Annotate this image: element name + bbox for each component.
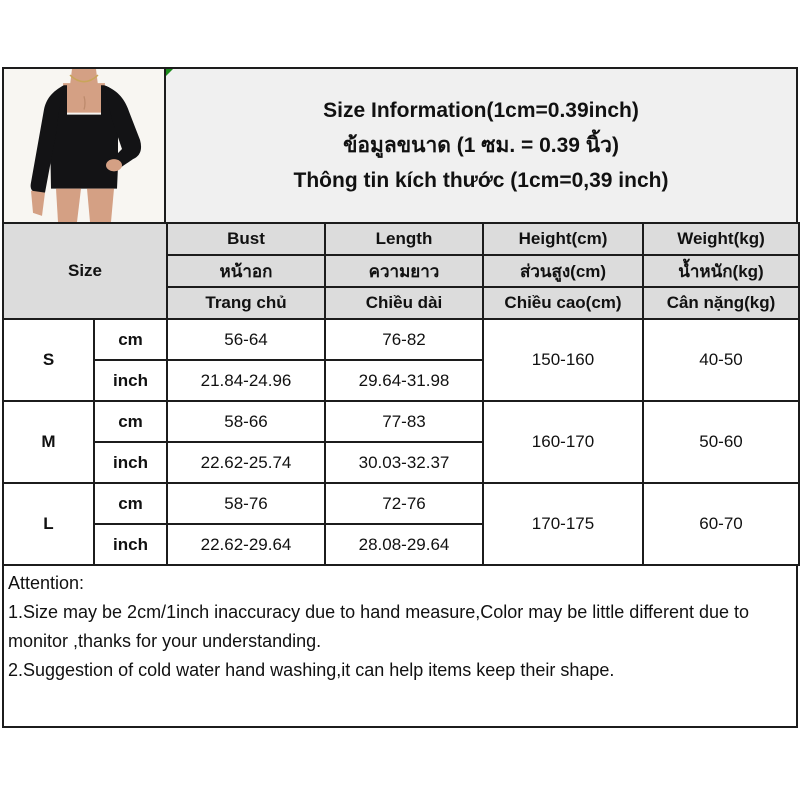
product-photo-illustration <box>4 69 164 222</box>
size-label-l: L <box>2 482 95 566</box>
cell-s-height: 150-160 <box>482 318 644 402</box>
col-header-height-vi: Chiều cao(cm) <box>482 286 644 320</box>
size-label-m: M <box>2 400 95 484</box>
cell-m-weight: 50-60 <box>642 400 800 484</box>
cell-l-weight: 60-70 <box>642 482 800 566</box>
cell-m-height: 160-170 <box>482 400 644 484</box>
attention-heading: Attention: <box>8 573 85 593</box>
attention-section: Attention: 1.Size may be 2cm/1inch inacc… <box>2 566 798 728</box>
title-thai: ข้อมูลขนาด (1 ซม. = 0.39 นิ้ว) <box>343 134 619 157</box>
col-header-length-th: ความยาว <box>324 254 484 288</box>
cell-s-length-cm: 76-82 <box>324 318 484 361</box>
unit-inch-s: inch <box>93 359 168 402</box>
cell-s-bust-inch: 21.84-24.96 <box>166 359 326 402</box>
col-header-height-th: ส่วนสูง(cm) <box>482 254 644 288</box>
cell-l-length-cm: 72-76 <box>324 482 484 525</box>
col-header-length-en: Length <box>324 222 484 256</box>
size-corner-header: Size <box>2 222 168 320</box>
cell-m-length-cm: 77-83 <box>324 400 484 443</box>
col-header-height-en: Height(cm) <box>482 222 644 256</box>
cell-m-bust-inch: 22.62-25.74 <box>166 441 326 484</box>
title-vietnamese: Thông tin kích thước (1cm=0,39 inch) <box>293 169 669 192</box>
attention-note-1: 1.Size may be 2cm/1inch inaccuracy due t… <box>8 602 750 651</box>
attention-note-2: 2.Suggestion of cold water hand washing,… <box>8 660 615 680</box>
unit-cm-l: cm <box>93 482 168 525</box>
cell-l-height: 170-175 <box>482 482 644 566</box>
cell-l-bust-cm: 58-76 <box>166 482 326 525</box>
cell-s-weight: 40-50 <box>642 318 800 402</box>
green-corner-marker-icon <box>166 69 173 76</box>
unit-cm-m: cm <box>93 400 168 443</box>
cell-l-bust-inch: 22.62-29.64 <box>166 523 326 566</box>
cell-m-length-inch: 30.03-32.37 <box>324 441 484 484</box>
header-section: Size Information(1cm=0.39inch) ข้อมูลขนา… <box>2 67 798 222</box>
cell-s-length-inch: 29.64-31.98 <box>324 359 484 402</box>
size-table: Size Bust Length Height(cm) Weight(kg) ห… <box>2 222 800 566</box>
col-header-weight-en: Weight(kg) <box>642 222 800 256</box>
product-photo <box>4 69 166 222</box>
col-header-bust-en: Bust <box>166 222 326 256</box>
unit-cm-s: cm <box>93 318 168 361</box>
cell-l-length-inch: 28.08-29.64 <box>324 523 484 566</box>
title-english: Size Information(1cm=0.39inch) <box>323 99 639 122</box>
size-info-sheet: Size Information(1cm=0.39inch) ข้อมูลขนา… <box>2 67 800 728</box>
col-header-bust-vi: Trang chủ <box>166 286 326 320</box>
col-header-length-vi: Chiều dài <box>324 286 484 320</box>
unit-inch-m: inch <box>93 441 168 484</box>
size-label-s: S <box>2 318 95 402</box>
unit-inch-l: inch <box>93 523 168 566</box>
col-header-bust-th: หน้าอก <box>166 254 326 288</box>
title-block: Size Information(1cm=0.39inch) ข้อมูลขนา… <box>166 69 796 222</box>
col-header-weight-vi: Cân nặng(kg) <box>642 286 800 320</box>
col-header-weight-th: น้ำหนัก(kg) <box>642 254 800 288</box>
cell-m-bust-cm: 58-66 <box>166 400 326 443</box>
cell-s-bust-cm: 56-64 <box>166 318 326 361</box>
